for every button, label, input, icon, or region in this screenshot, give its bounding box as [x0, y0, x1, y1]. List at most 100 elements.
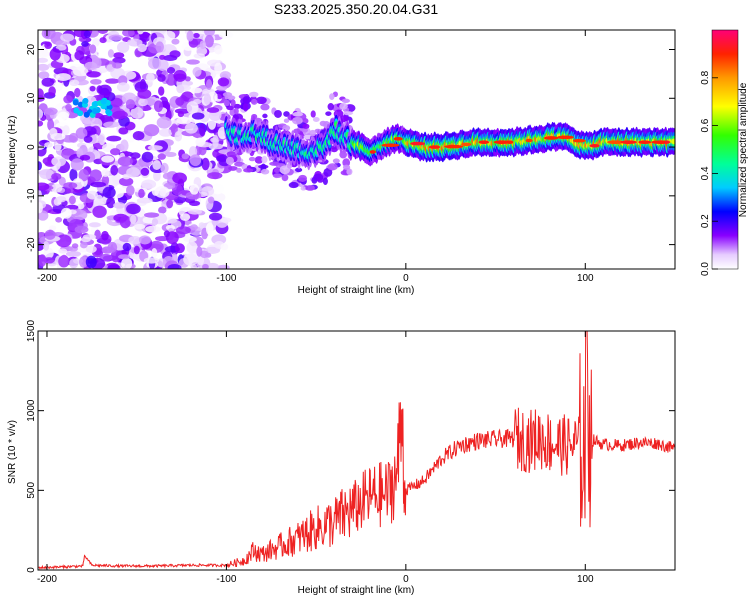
- spectrogram-cell: [243, 168, 254, 173]
- spectrogram-cell: [164, 151, 177, 158]
- spectrogram-frame: [37, 29, 676, 270]
- spectrogram-cell: [44, 229, 56, 240]
- spectrogram-cell: [269, 161, 281, 166]
- spectrogram-cell: [139, 78, 147, 92]
- spectrogram-cell: [298, 174, 308, 182]
- spectrogram-cell: [105, 108, 112, 115]
- spectrogram-cell: [153, 100, 164, 113]
- spectrogram-cell: [332, 158, 340, 164]
- spectrogram-cell: [225, 156, 234, 166]
- spectrogram-cell: [78, 168, 89, 182]
- spectrogram-cell: [38, 161, 42, 171]
- colorbar-tick-label: 0.4: [700, 166, 711, 180]
- spectrogram-cell: [82, 97, 89, 104]
- chart-title: S233.2025.350.20.04.G31: [274, 1, 438, 17]
- spectrogram-peak: [543, 136, 559, 140]
- spectrogram-cell: [138, 188, 145, 199]
- spectrogram-peak: [556, 135, 574, 140]
- spectrogram-cell: [44, 41, 53, 50]
- spectrogram-cell: [38, 57, 49, 63]
- colorbar: 0.0 0.2 0.4 0.6 0.8 Normalized spectral ampl…: [700, 29, 749, 276]
- spectrogram-cell: [133, 245, 140, 255]
- spectrogram-cell: [303, 134, 313, 140]
- spectrogram-cell: [230, 99, 236, 107]
- snr-x-tick-label: -200: [37, 574, 57, 585]
- colorbar-ticks: 0.0 0.2 0.4 0.6 0.8: [700, 70, 718, 276]
- spectrogram-cell: [105, 78, 120, 84]
- spectrogram-cell: [262, 113, 268, 119]
- spectrogram-cell: [204, 34, 214, 48]
- spectrogram-cell: [141, 179, 157, 189]
- spectrogram-y-tick-label: 20: [26, 44, 37, 56]
- spectrogram-cell: [316, 177, 324, 183]
- spectrogram-cell: [207, 196, 215, 204]
- spectrogram-cell: [141, 151, 154, 163]
- spectrogram-cell: [175, 226, 191, 235]
- spectrogram-cell: [193, 53, 206, 59]
- spectrogram-cell: [163, 230, 170, 238]
- spectrogram-cell: [65, 103, 72, 111]
- spectrogram-cell: [126, 203, 141, 215]
- spectrogram-cell: [108, 34, 124, 41]
- spectrogram-cell: [156, 116, 172, 129]
- spectrogram-cell: [211, 183, 224, 195]
- spectrogram-peak: [607, 140, 624, 144]
- spectrogram-peak: [664, 140, 670, 144]
- spectrogram-cell: [38, 49, 50, 58]
- spectrogram-cell: [155, 41, 164, 53]
- spectrogram-peak: [444, 144, 464, 149]
- spectrogram-cell: [106, 197, 116, 209]
- spectrogram-cell: [220, 217, 232, 223]
- spectrogram-cell: [223, 99, 230, 107]
- spectrogram-peak: [428, 145, 441, 149]
- snr-y-tick-label: 1500: [26, 319, 37, 342]
- spectrogram-cell: [97, 30, 109, 34]
- spectrogram-cell: [188, 200, 201, 206]
- spectrogram-cell: [294, 167, 303, 173]
- spectrogram-cell: [282, 124, 291, 131]
- spectrogram-cell: [248, 156, 256, 162]
- spectrogram-cell: [138, 235, 151, 245]
- spectrogram-cell: [65, 251, 82, 257]
- spectrogram-cell: [228, 166, 238, 171]
- spectrogram-cell: [193, 33, 200, 39]
- spectrogram-cell: [186, 101, 199, 115]
- spectrogram-cell: [92, 205, 107, 218]
- spectrogram-cell: [89, 44, 97, 54]
- spectrogram-cell: [158, 206, 167, 214]
- spectrogram-cell: [63, 95, 73, 104]
- spectrogram-cell: [113, 52, 125, 59]
- spectrogram-cell: [171, 38, 180, 45]
- spectrogram-cell: [57, 111, 70, 121]
- spectrogram-cell: [137, 30, 144, 35]
- spectrogram-x-axis-label: Height of straight line (km): [298, 285, 415, 296]
- spectrogram-cell: [62, 125, 70, 135]
- spectrogram-cell: [312, 116, 320, 122]
- spectrogram-x-tick-label: 100: [577, 273, 594, 284]
- snr-y-axis-label: SNR (10 * v/v): [7, 420, 18, 484]
- spectrogram-cell: [59, 254, 69, 267]
- spectrogram-peak: [478, 140, 490, 144]
- spectrogram-cell: [137, 43, 147, 53]
- spectrogram-cell: [216, 93, 223, 100]
- spectrogram-cell: [291, 116, 303, 125]
- spectrogram-cell: [110, 250, 121, 263]
- snr-y-tick-label: 1000: [26, 399, 37, 422]
- spectrogram-cell: [112, 57, 126, 64]
- spectrogram-x-tick-label: 0: [403, 273, 409, 284]
- spectrogram-cell: [214, 45, 223, 55]
- spectrogram-cell: [163, 30, 176, 41]
- spectrogram-cell: [117, 156, 133, 167]
- spectrogram-cell: [105, 175, 119, 188]
- spectrogram-cell: [88, 222, 101, 228]
- spectrogram-cell: [38, 108, 44, 120]
- spectrogram-cell: [83, 111, 90, 118]
- spectrogram-cell: [288, 181, 299, 189]
- spectrogram-cell: [144, 96, 158, 106]
- spectrogram-cell: [216, 154, 229, 163]
- spectrogram-cell: [74, 225, 89, 234]
- spectrogram-cell: [116, 41, 130, 54]
- spectrogram-cell: [51, 156, 67, 167]
- spectrogram-cell: [113, 202, 126, 209]
